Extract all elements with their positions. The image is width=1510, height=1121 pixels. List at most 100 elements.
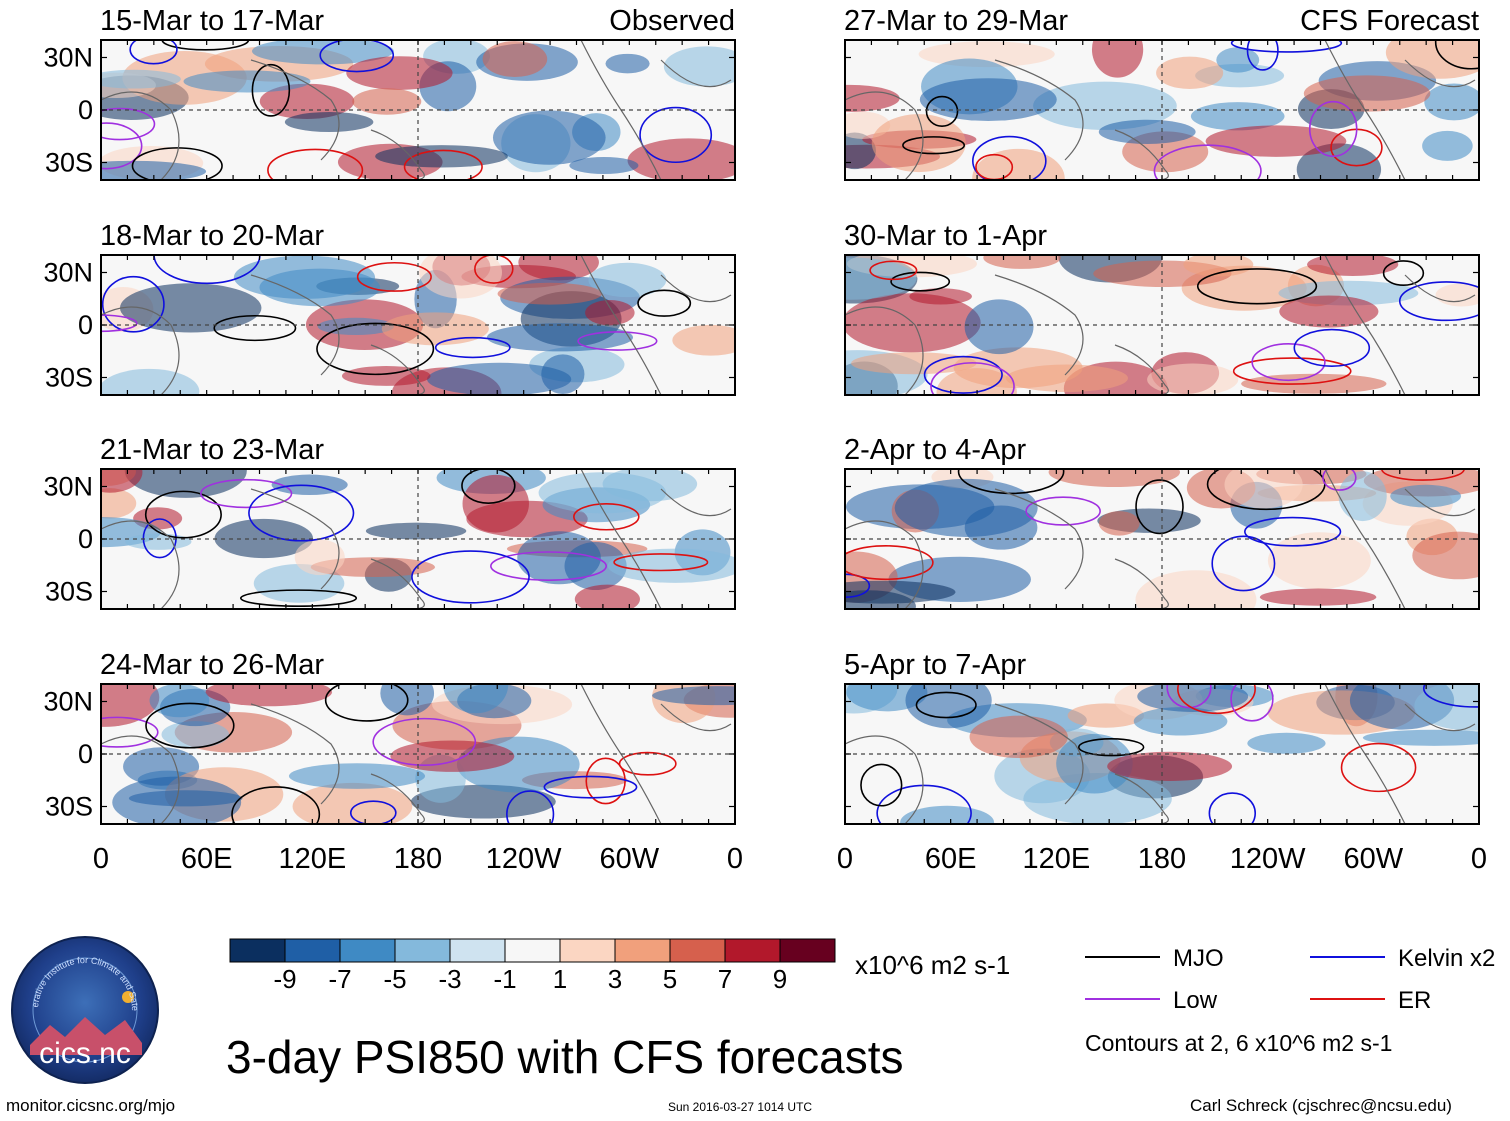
contour-line: [613, 553, 709, 572]
anomaly-blob: [1390, 484, 1462, 508]
contour-line: [1230, 40, 1343, 53]
contour-line: [573, 502, 640, 531]
y-tick-label: 30S: [45, 363, 93, 393]
colorbar-swatch: [394, 938, 451, 963]
contour-line: [1208, 792, 1257, 824]
y-tick-label: 30N: [787, 258, 837, 288]
coastline: [101, 306, 180, 395]
anomaly-blob: [845, 293, 981, 353]
coastline: [101, 735, 180, 824]
anomaly-blob: [1098, 511, 1140, 536]
footer-timestamp: Sun 2016-03-27 1014 UTC: [668, 1100, 813, 1114]
coastline: [994, 274, 1084, 376]
coastline: [845, 520, 924, 609]
anomaly-blob: [672, 324, 735, 356]
contour-line: [267, 148, 364, 180]
anomaly-blob: [101, 368, 200, 395]
anomaly-blob: [1224, 469, 1303, 509]
panel-date-label: 5-Apr to 7-Apr: [844, 649, 1026, 681]
y-tick-label: 30S: [789, 792, 837, 822]
contour-line: [200, 478, 293, 509]
x-tick-label: 0: [837, 843, 853, 875]
anomaly-blob: [605, 53, 650, 74]
x-tick-label: 0: [1471, 843, 1487, 875]
anomaly-blob: [1247, 732, 1326, 754]
contour-line: [1308, 100, 1358, 157]
y-tick-label: 30S: [789, 363, 837, 393]
x-tick-label: 60W: [600, 843, 660, 875]
contour-note: Contours at 2, 6 x10^6 m2 s-1: [1085, 1030, 1393, 1056]
anomaly-blob: [894, 478, 1038, 537]
anomaly-blob: [1048, 469, 1181, 488]
anomaly-blob: [381, 312, 489, 346]
anomaly-blob: [1338, 471, 1387, 522]
footer-site: monitor.cicsnc.org/mjo: [6, 1096, 176, 1115]
legend-label: Kelvin x2: [1398, 945, 1495, 972]
contour-line: [1246, 40, 1279, 71]
legend-label: Low: [1173, 987, 1218, 1014]
map-panel-p6: 30N 0 30S 30-Mar to 1-Apr: [787, 220, 1480, 396]
contour-line: [845, 545, 934, 581]
x-tick-label: 60E: [181, 843, 233, 875]
anomaly-blob: [652, 686, 735, 706]
anomaly-blob: [1414, 684, 1479, 731]
panel-date-label: 2-Apr to 4-Apr: [844, 434, 1026, 466]
anomaly-blob: [486, 323, 634, 352]
map-panel-p8: 30N 0 30S 5-Apr to 7-Apr: [789, 649, 1480, 825]
contour-line: [1166, 684, 1212, 709]
colorbar-label: -5: [383, 964, 406, 994]
contour-line: [1251, 343, 1326, 382]
contour-line: [1382, 260, 1425, 286]
map-panel-p2: 30N 0 30S 18-Mar to 20-Mar: [43, 220, 736, 396]
coastline: [994, 488, 1084, 590]
anomaly-blob: [101, 469, 143, 493]
colorbar-swatch: [504, 938, 561, 963]
x-tick-label: 120W: [486, 843, 562, 875]
contour-line: [129, 40, 178, 65]
anomaly-blob: [128, 790, 243, 807]
y-tick-label: 0: [78, 310, 93, 340]
contour-line: [902, 136, 966, 155]
coastline: [250, 488, 340, 590]
contour-line: [1244, 516, 1342, 547]
forecast-header: CFS Forecast: [1300, 5, 1479, 37]
anomaly-blob: [1424, 83, 1479, 121]
y-tick-label: 0: [822, 310, 837, 340]
anomaly-blob: [419, 255, 503, 299]
anomaly-blob: [1098, 119, 1196, 144]
contour-line: [403, 149, 483, 180]
y-tick-label: 0: [78, 95, 93, 125]
contour-line: [972, 135, 1047, 180]
contour-line: [101, 107, 156, 141]
contour-line: [957, 469, 1065, 495]
coastline: [1114, 344, 1169, 395]
anomaly-blob: [1385, 40, 1479, 79]
x-tick-label: 180: [1138, 843, 1186, 875]
colorbar-swatch: [449, 938, 506, 963]
anomaly-blob: [627, 138, 735, 180]
x-tick-label: 0: [93, 843, 109, 875]
contour-line: [637, 289, 692, 317]
coastline: [1404, 703, 1476, 732]
anomaly-blob: [123, 747, 200, 786]
coastline: [994, 59, 1084, 161]
coastline: [845, 735, 924, 824]
contour-line: [1230, 684, 1274, 722]
anomaly-blob: [588, 262, 667, 298]
anomaly-blob: [1362, 729, 1479, 746]
colorbar-swatch: [724, 938, 781, 963]
anomaly-blob: [1033, 81, 1177, 130]
contour-line: [1422, 684, 1479, 708]
coastline: [1404, 274, 1476, 303]
line-legend: MJO Kelvin x2 Low ER: [1085, 945, 1495, 1014]
contour-line: [316, 322, 435, 376]
colorbar-swatch: [559, 938, 616, 963]
anomaly-blob: [845, 580, 956, 604]
coastline: [101, 91, 180, 180]
contour-line: [1196, 268, 1318, 305]
contour-line: [101, 716, 159, 748]
anomaly-blob: [365, 522, 467, 540]
x-axis-right: 0 60E 120E 180 120W 60W 0: [837, 843, 1487, 875]
map-panel-p3: 30N 0 30S 21-Mar to 23-Mar: [43, 434, 736, 610]
anomaly-blob: [1156, 56, 1224, 90]
